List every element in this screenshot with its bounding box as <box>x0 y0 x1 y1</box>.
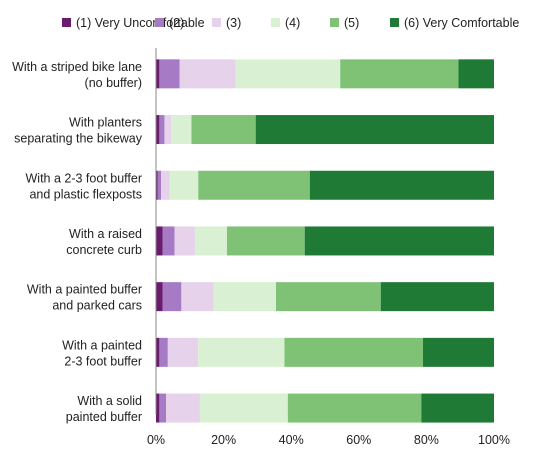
bar-segment-row4-level1 <box>156 226 163 256</box>
bar-segment-row4-level2 <box>162 226 175 256</box>
legend-label-1: (1) Very Uncomfortable <box>76 16 205 30</box>
bar-segment-row3-level4 <box>169 170 199 200</box>
bar-segment-row7-level1 <box>156 393 160 423</box>
bar-segment-row1-level2 <box>159 59 180 89</box>
category-label-3: With a 2-3 foot buffer and plastic flexpo… <box>26 171 143 201</box>
bar-segment-row6-level6 <box>423 337 494 367</box>
bar-segment-row4-level4 <box>194 226 227 256</box>
bar-segment-row1-level3 <box>179 59 236 89</box>
category-label-1: With a striped bike lane (no buffer) <box>12 60 142 90</box>
legend-swatch-4 <box>271 18 280 27</box>
chart-legend: (1) Very Uncomfortable(2) (3) (4) (5) (6) Ve… <box>62 16 519 30</box>
bar-segment-row6-level4 <box>198 337 285 367</box>
bar-segment-row3-level1 <box>156 170 158 200</box>
bar-segment-row2-level2 <box>159 115 165 145</box>
category-label-line: (no buffer) <box>85 76 142 90</box>
category-label-line: and plastic flexposts <box>29 187 142 201</box>
x-tick-label: 80% <box>414 433 439 447</box>
category-label-6: With a painted 2-3 foot buffer <box>62 338 142 368</box>
bar-segment-row6-level3 <box>167 337 199 367</box>
x-tick-label: 40% <box>279 433 304 447</box>
legend-swatch-2 <box>155 18 164 27</box>
x-tick-label: 60% <box>346 433 371 447</box>
bar-segment-row3-level5 <box>198 170 310 200</box>
legend-label-5: (5) <box>344 16 359 30</box>
bar-segment-row5-level6 <box>380 282 494 312</box>
category-label-line: concrete curb <box>66 243 142 257</box>
category-label-7: With a solid painted buffer <box>66 394 142 424</box>
category-label-line: With planters <box>69 116 142 130</box>
x-tick-label: 100% <box>478 433 510 447</box>
bar-segment-row7-level6 <box>421 393 494 423</box>
legend-label-2: (2) <box>169 16 184 30</box>
bar-segment-row4-level5 <box>226 226 305 256</box>
bar-segment-row7-level4 <box>199 393 288 423</box>
legend-swatch-6 <box>390 18 399 27</box>
category-label-line: With a raised <box>69 227 142 241</box>
legend-swatch-1 <box>62 18 71 27</box>
bar-segment-row6-level1 <box>156 337 160 367</box>
category-label-5: With a painted buffer and parked cars <box>27 283 142 313</box>
bar-segment-row5-level5 <box>275 282 381 312</box>
legend-label-3: (3) <box>226 16 241 30</box>
bar-segment-row7-level3 <box>166 393 200 423</box>
category-label-line: With a striped bike lane <box>12 60 142 74</box>
bar-segment-row5-level4 <box>213 282 276 312</box>
bar-segment-row4-level3 <box>174 226 195 256</box>
category-label-line: With a solid <box>77 394 142 408</box>
category-label-line: With a 2-3 foot buffer <box>26 171 143 185</box>
category-label-line: painted buffer <box>66 410 142 424</box>
bar-segment-row1-level1 <box>156 59 160 89</box>
bar-segment-row4-level6 <box>304 226 494 256</box>
bar-segment-row5-level3 <box>181 282 214 312</box>
bar-segment-row3-level2 <box>157 170 162 200</box>
bars-area <box>156 59 494 423</box>
bar-segment-row5-level1 <box>156 282 163 312</box>
legend-swatch-5 <box>330 18 339 27</box>
category-label-line: and parked cars <box>52 299 142 313</box>
category-label-2: With planters separating the bikeway <box>14 116 143 146</box>
bar-segment-row1-level4 <box>235 59 341 89</box>
bar-segment-row2-level4 <box>171 115 192 145</box>
x-axis: 0% 20% 40% 60% 80% 100% <box>147 48 510 447</box>
bar-segment-row6-level5 <box>284 337 424 367</box>
bar-segment-row2-level5 <box>191 115 256 145</box>
legend-swatch-3 <box>212 18 221 27</box>
category-label-line: separating the bikeway <box>14 132 143 146</box>
bar-segment-row7-level2 <box>159 393 167 423</box>
legend-label-4: (4) <box>285 16 300 30</box>
bar-segment-row5-level2 <box>162 282 182 312</box>
x-tick-label: 20% <box>211 433 236 447</box>
bar-segment-row3-level6 <box>309 170 494 200</box>
category-label-line: With a painted <box>62 338 142 352</box>
bar-segment-row6-level2 <box>159 337 168 367</box>
category-label-line: 2-3 foot buffer <box>64 354 142 368</box>
bar-segment-row2-level1 <box>156 115 160 145</box>
legend-label-6: (6) Very Comfortable <box>404 16 519 30</box>
bar-segment-row2-level6 <box>255 115 494 145</box>
x-tick-label: 0% <box>147 433 165 447</box>
bar-segment-row2-level3 <box>164 115 172 145</box>
category-label-line: With a painted buffer <box>27 283 142 297</box>
bar-segment-row3-level3 <box>161 170 170 200</box>
bar-segment-row1-level6 <box>458 59 494 89</box>
category-labels: With a striped bike lane (no buffer)With … <box>12 60 143 424</box>
category-label-4: With a raised concrete curb <box>66 227 142 257</box>
bar-segment-row1-level5 <box>340 59 459 89</box>
bar-segment-row7-level5 <box>287 393 422 423</box>
